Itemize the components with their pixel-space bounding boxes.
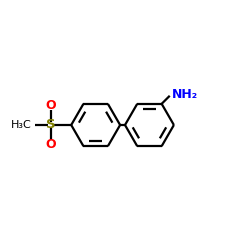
Text: O: O	[46, 100, 56, 112]
Text: O: O	[46, 138, 56, 150]
Text: S: S	[46, 118, 56, 132]
Text: NH₂: NH₂	[172, 88, 198, 101]
Text: H₃C: H₃C	[11, 120, 32, 130]
